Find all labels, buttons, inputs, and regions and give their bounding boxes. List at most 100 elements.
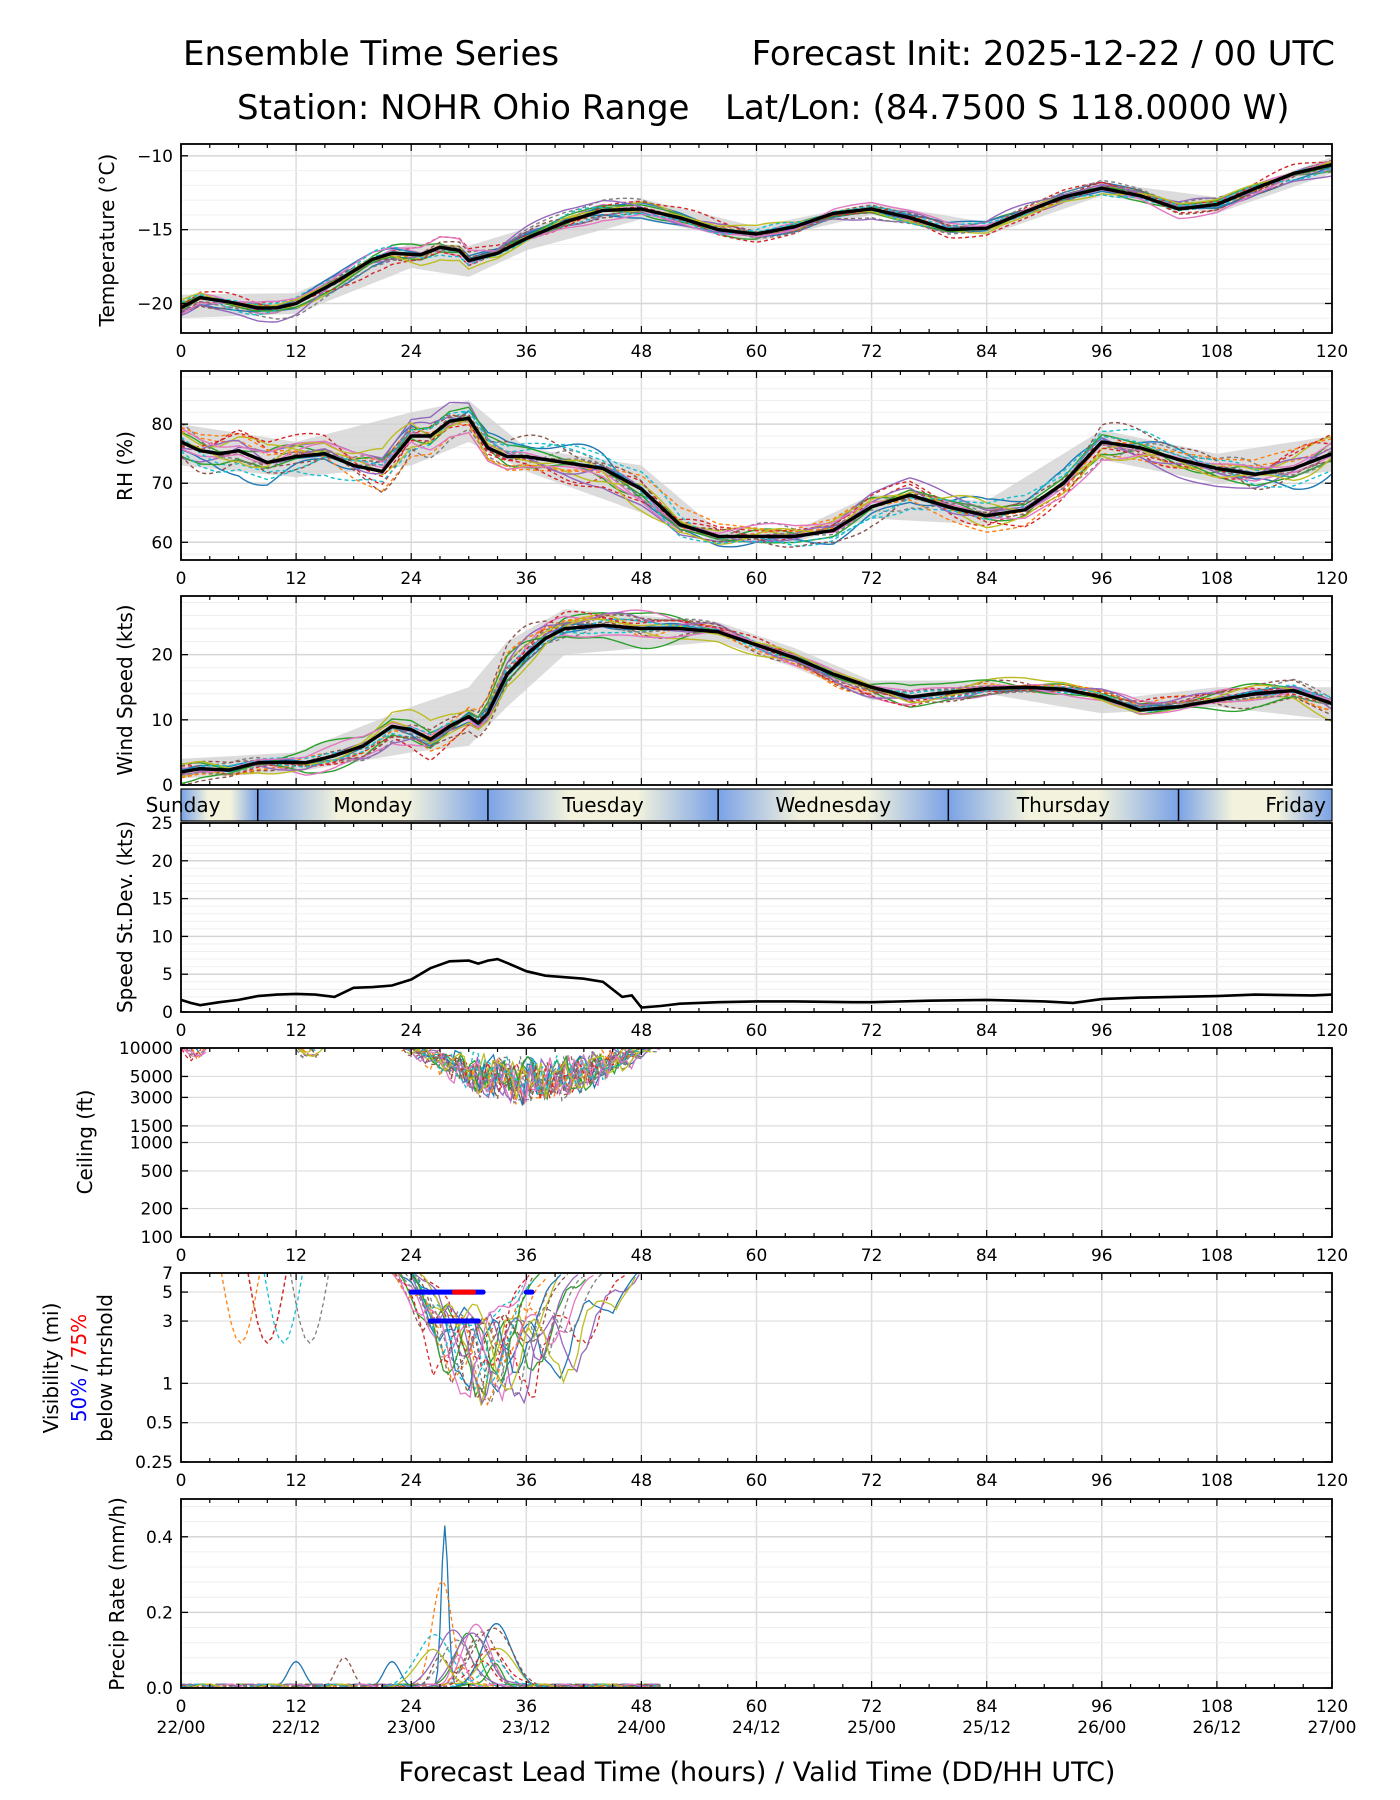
speed_stdev-ytick-label: 15 <box>151 890 173 910</box>
wind-speed-ylabel: Wind Speed (kts) <box>113 604 137 775</box>
temperature-xtick-label: 96 <box>1091 342 1113 362</box>
title-right: Forecast Init: 2025-12-22 / 00 UTC <box>752 34 1335 74</box>
precip_rate-validtime-label: 26/00 <box>1077 1718 1126 1738</box>
precip_rate-validtime-label: 24/00 <box>617 1718 666 1738</box>
precip_rate-ytick-label: 0.2 <box>146 1603 173 1623</box>
rh-plot-area <box>181 400 1332 548</box>
visibility-xtick-label: 36 <box>515 1471 537 1491</box>
speed_stdev-xtick-label: 48 <box>631 1021 653 1041</box>
speed_stdev-xtick-label: 12 <box>285 1021 307 1041</box>
wind_speed-ensemble-mean-line <box>181 623 1332 774</box>
speed_stdev-plot-area <box>181 957 1332 1009</box>
ceiling-ytick-label: 1000 <box>130 1134 173 1154</box>
precip_rate-validtime-label: 26/12 <box>1192 1718 1241 1738</box>
speed_stdev-xtick-label: 96 <box>1091 1021 1113 1041</box>
precip-member-line <box>181 1638 661 1688</box>
temperature-member-line <box>181 169 1332 315</box>
day-label-tuesday: Tuesday <box>561 793 644 817</box>
precip-member-line <box>181 1639 661 1688</box>
day-bar: Sunday Monday Tuesday Wednesday Thursday Frid… <box>146 788 1333 822</box>
speed_stdev-xtick-label: 120 <box>1316 1021 1348 1041</box>
speed_stdev-xtick-label: 0 <box>176 1021 187 1041</box>
precip_rate-validtime-label: 25/12 <box>962 1718 1011 1738</box>
rh-xtick-label: 48 <box>631 569 653 589</box>
ceiling-member-line <box>311 1048 318 1059</box>
ceiling-member-line <box>185 1048 196 1055</box>
visibility-member-line <box>399 1273 603 1395</box>
precip-member-line <box>181 1623 661 1688</box>
day-bar-frame <box>180 788 1333 822</box>
temperature-xtick-label: 84 <box>976 342 998 362</box>
visibility-ytick-label: 5 <box>162 1283 173 1303</box>
rh-xtick-label: 108 <box>1201 569 1233 589</box>
visibility-member-line <box>394 1273 569 1400</box>
speed_stdev-xtick-label: 36 <box>515 1021 537 1041</box>
day-segment-sunday <box>181 789 258 821</box>
visibility-xtick-label: 0 <box>176 1471 187 1491</box>
rh-xtick-label: 60 <box>746 569 768 589</box>
visibility-member-line <box>413 1273 559 1406</box>
ceiling-ytick-label: 100 <box>141 1228 173 1248</box>
ceiling-ytick-label: 200 <box>141 1200 173 1220</box>
rh-member-line <box>181 417 1332 545</box>
visibility-xtick-label: 96 <box>1091 1471 1113 1491</box>
latlon-label: Lat/Lon: (84.7500 S 118.0000 W) <box>725 88 1290 128</box>
ceiling-member-line <box>410 1048 641 1097</box>
station-label: Station: NOHR Ohio Range <box>237 88 689 128</box>
visibility-member-line <box>263 1273 304 1344</box>
precip_rate-validtime-label: 25/00 <box>847 1718 896 1738</box>
day-label-sunday: Sunday <box>146 793 221 817</box>
ceiling-ytick-label: 1500 <box>130 1117 173 1137</box>
precip_rate-ytick-label: 0.0 <box>146 1679 173 1699</box>
precip_rate-validtime-label: 27/00 <box>1308 1718 1357 1738</box>
ceiling-member-line <box>297 1048 304 1060</box>
precip_rate-xtick-label: 72 <box>861 1697 883 1717</box>
rh-xtick-label: 84 <box>976 569 998 589</box>
precip-member-line <box>181 1647 661 1688</box>
visibility-ytick-label: 3 <box>162 1312 173 1332</box>
visibility-member-line <box>391 1273 594 1403</box>
precip_rate-validtime-label: 22/00 <box>157 1718 206 1738</box>
ceiling-member-line <box>415 1048 637 1105</box>
visibility-ytick-label: 0.5 <box>146 1414 173 1434</box>
temperature-ensemble-mean-line <box>181 163 1332 310</box>
wind_speed-spread-band <box>181 609 1332 779</box>
temperature-xtick-label: 108 <box>1201 342 1233 362</box>
x-axis-label: Forecast Lead Time (hours) / Valid Time … <box>399 1757 1116 1788</box>
visibility-xtick-label: 60 <box>746 1471 768 1491</box>
visibility-xtick-label: 12 <box>285 1471 307 1491</box>
precip_rate-validtime-label: 23/00 <box>387 1718 436 1738</box>
ceiling-member-line <box>405 1048 661 1103</box>
visibility-member-line <box>289 1273 330 1344</box>
precip-ylabel: Precip Rate (mm/h) <box>105 1497 129 1691</box>
ceiling-ylabel: Ceiling (ft) <box>73 1090 97 1195</box>
ceiling-member-line <box>298 1048 324 1058</box>
rh-ytick-label: 60 <box>151 533 173 553</box>
ceiling-member-line <box>407 1048 644 1096</box>
ceiling-plot-area <box>181 1048 661 1106</box>
ceiling-member-line <box>295 1048 312 1059</box>
visibility-xtick-label: 120 <box>1316 1471 1348 1491</box>
visibility-xtick-label: 72 <box>861 1471 883 1491</box>
title-left: Ensemble Time Series <box>183 34 559 74</box>
rh-panel: 60 70 80 0 12 24 36 48 60 72 84 96 108 120 <box>151 370 1348 589</box>
visibility-ytick-label: 7 <box>162 1264 173 1284</box>
ceiling-xtick-label: 84 <box>976 1246 998 1266</box>
visibility-panel: 0.25 0.5 1 3 57 0 12 24 36 48 60 72 84 96 108 120 <box>135 1264 1348 1491</box>
ceiling-ytick-label: 3000 <box>130 1088 173 1108</box>
rh-member-line <box>181 413 1332 548</box>
rh-xtick-label: 36 <box>515 569 537 589</box>
speed_stdev-ytick-label: 5 <box>162 965 173 985</box>
speed_stdev-ytick-label: 20 <box>151 852 173 872</box>
temperature-xtick-label: 48 <box>631 342 653 362</box>
visibility-member-line <box>397 1273 529 1399</box>
precip-member-line <box>181 1648 661 1688</box>
visibility-member-line <box>393 1273 549 1382</box>
rh-xtick-label: 120 <box>1316 569 1348 589</box>
temperature-xtick-label: 12 <box>285 342 307 362</box>
visibility-xtick-label: 48 <box>631 1471 653 1491</box>
precip-member-line <box>181 1623 661 1688</box>
temperature-xtick-label: 0 <box>176 342 187 362</box>
